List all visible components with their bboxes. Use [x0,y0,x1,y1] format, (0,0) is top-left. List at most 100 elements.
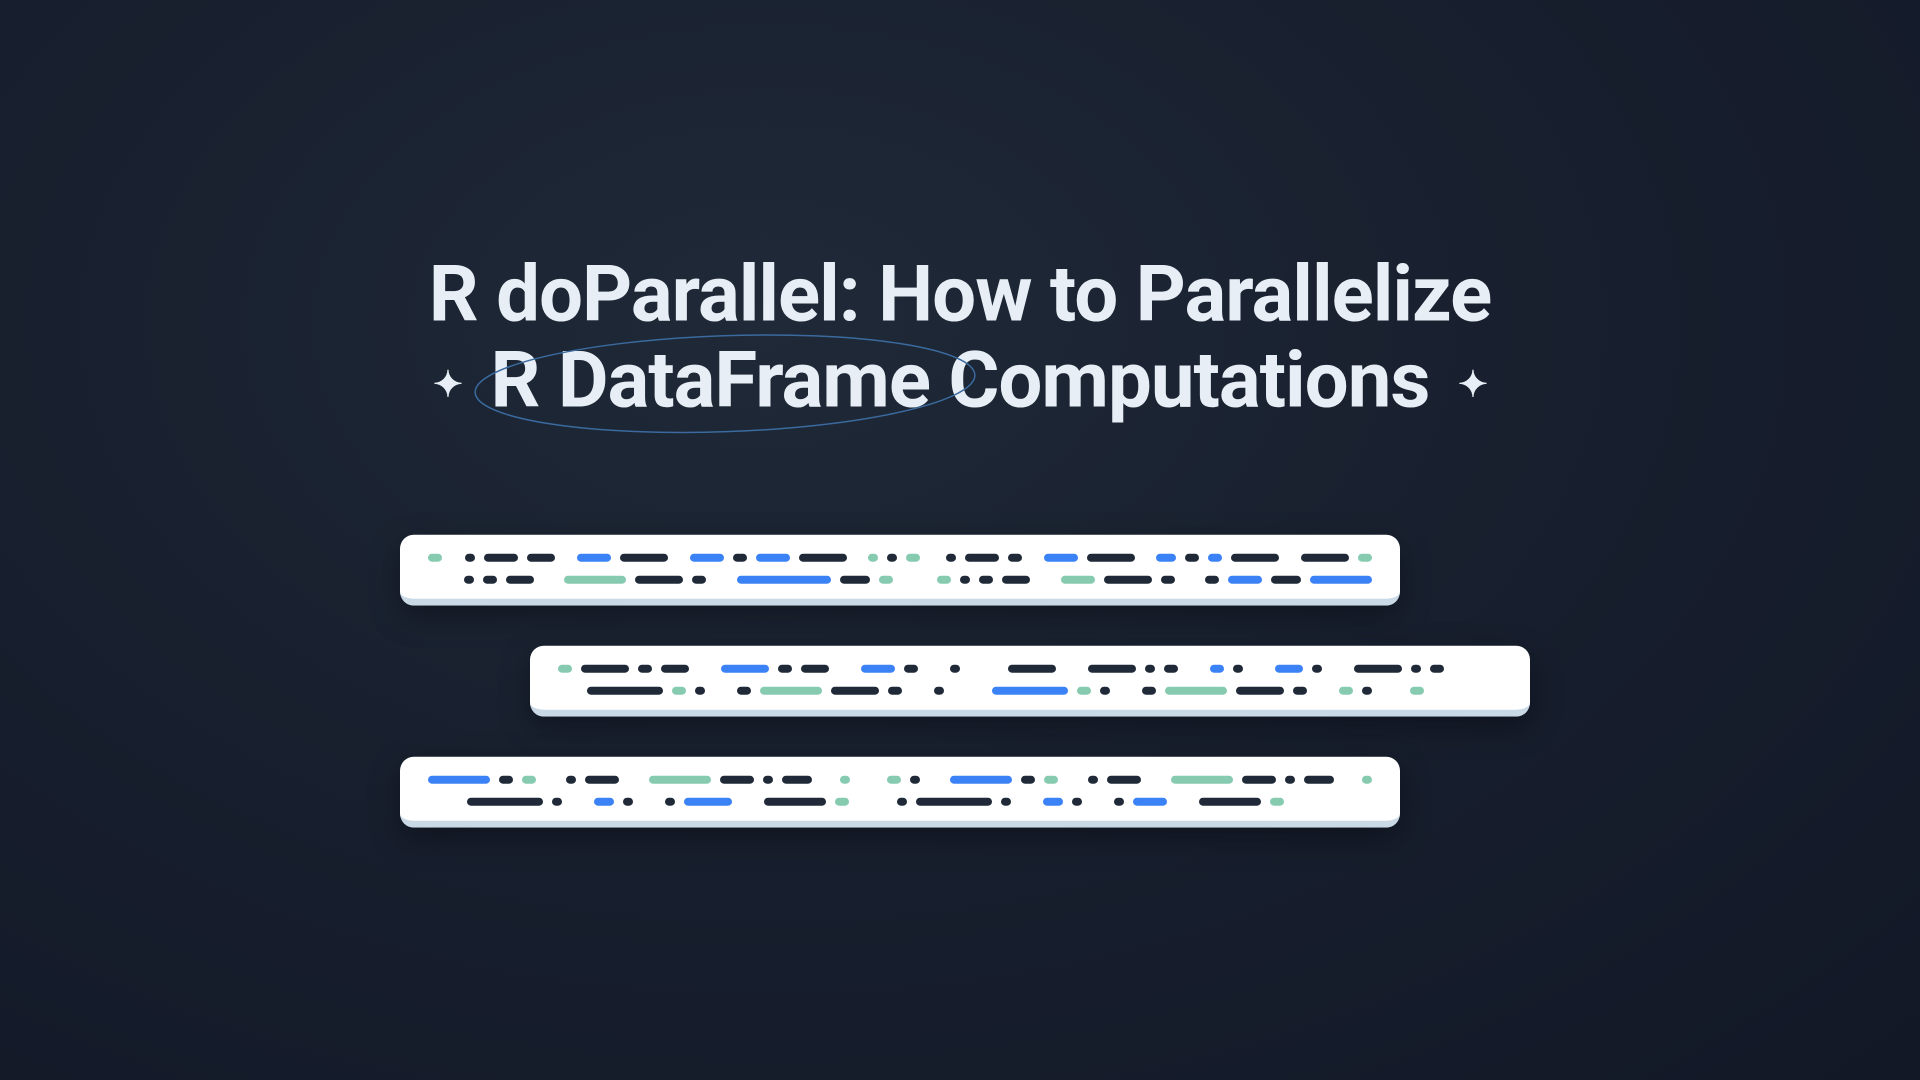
code-segment [929,553,937,561]
code-segment [552,797,562,805]
code-segment [1176,797,1190,805]
code-segment [756,553,790,561]
code-segment [581,664,629,672]
code-segment [1316,686,1330,694]
code-segment [1362,775,1372,783]
code-segment [950,664,960,672]
code-segment [1001,797,1011,805]
code-segment [1119,686,1133,694]
code-segment [760,686,822,694]
code-segment [764,797,826,805]
code-segment [672,686,686,694]
code-segment [714,686,728,694]
code-segment [763,775,773,783]
code-segment [1228,575,1262,583]
code-line [428,796,1372,806]
code-segment [1184,575,1196,583]
code-segment [1343,775,1353,783]
code-segment [428,553,442,561]
code-segment [1275,664,1303,672]
code-segment [1242,775,1276,783]
code-segment [690,553,724,561]
code-segment [1077,686,1091,694]
code-segment [564,575,626,583]
code-segment [1354,664,1402,672]
code-segment [1205,575,1219,583]
code-segment [858,797,888,805]
code-segment [821,775,831,783]
code-segment [979,575,993,583]
code-segment [1061,575,1095,583]
code-bar [400,756,1400,827]
title-line2: R DataFrame Computations [490,336,1429,427]
code-segment [1164,664,1178,672]
code-segment [741,797,755,805]
code-segment [965,553,999,561]
title-line2-wrap: R DataFrame Computations [490,339,1429,425]
code-segment [1288,553,1292,561]
code-bars-group [160,534,1760,827]
code-segment [910,775,920,783]
code-segment [1165,686,1227,694]
code-segment [558,686,578,694]
code-segment [1021,775,1035,783]
code-segment [887,553,897,561]
code-segment [1104,575,1152,583]
hero-container: R doParallel: How to Parallelize ✦ R Dat… [160,253,1760,828]
code-segment [992,686,1068,694]
code-segment [1187,664,1201,672]
code-segment [1304,775,1334,783]
code-segment [1171,775,1233,783]
code-segment [620,553,668,561]
code-segment [564,553,568,561]
code-segment [499,775,513,783]
code-segment [1358,553,1372,561]
code-segment [778,664,792,672]
code-segment [506,575,534,583]
code-segment [635,575,683,583]
code-segment [1107,775,1141,783]
code-segment [1199,797,1261,805]
code-segment [698,664,712,672]
code-segment [801,664,829,672]
code-segment [969,664,999,672]
code-segment [1185,553,1199,561]
code-segment [1088,664,1136,672]
code-segment [934,686,944,694]
code-segment [715,575,727,583]
code-segment [1231,553,1279,561]
code-segment [428,575,455,583]
code-line [558,685,1502,695]
code-segment [1100,686,1110,694]
code-segment [1270,797,1284,805]
code-segment [1310,575,1372,583]
code-segment [838,664,852,672]
sparkle-icon: ✦ [1458,366,1487,406]
code-segment [1362,686,1372,694]
code-segment [1156,553,1176,561]
code-segment [1233,664,1243,672]
page-title: R doParallel: How to Parallelize ✦ R Dat… [423,253,1497,425]
code-segment [737,686,751,694]
code-segment [527,553,555,561]
code-segment [1150,775,1162,783]
code-bar [400,534,1400,605]
code-segment [623,797,633,805]
code-segment [465,553,475,561]
code-segment [1114,797,1124,805]
code-segment [543,575,555,583]
code-segment [467,797,543,805]
code-segment [577,553,611,561]
code-segment [1088,775,1098,783]
code-segment [937,575,951,583]
code-segment [1067,775,1079,783]
code-bar [530,645,1530,716]
code-segment [1020,797,1034,805]
code-segment [1430,664,1444,672]
code-segment [733,553,747,561]
code-segment [522,775,536,783]
code-segment [1301,553,1349,561]
code-segment [1339,686,1353,694]
code-segment [1331,664,1345,672]
code-segment [835,797,849,805]
